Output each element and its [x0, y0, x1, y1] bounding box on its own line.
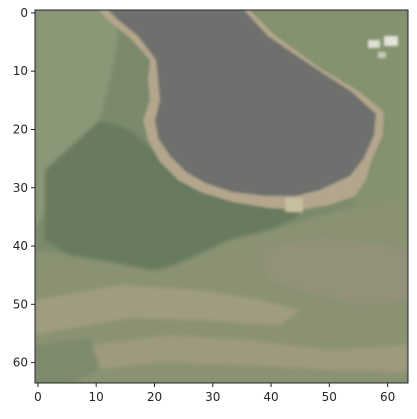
building-2: [384, 36, 398, 46]
building-3: [378, 52, 386, 58]
bright-patch: [285, 198, 303, 212]
building-1: [368, 40, 380, 48]
x-tick-label: 50: [322, 390, 337, 404]
y-axis: 0 10 20 30 40 50 60: [13, 6, 35, 370]
x-tick-label: 30: [205, 390, 220, 404]
x-tick-label: 0: [34, 390, 42, 404]
x-axis: 0 10 20 30 40 50 60: [34, 383, 395, 404]
x-tick-label: 10: [89, 390, 104, 404]
field-dark-lower: [35, 338, 100, 383]
field-tan-streak-2: [90, 335, 408, 372]
y-tick-label: 60: [13, 356, 28, 370]
y-tick-label: 40: [13, 239, 28, 253]
y-tick-label: 20: [13, 122, 28, 136]
field-dark-green: [45, 120, 300, 270]
field-right-upper: [250, 10, 408, 210]
field-tan-streak-1: [35, 285, 300, 335]
satellite-image: [35, 10, 408, 383]
y-tick-label: 0: [20, 6, 28, 20]
y-tick-label: 10: [13, 64, 28, 78]
x-tick-label: 20: [147, 390, 162, 404]
lake-water: [108, 10, 376, 196]
image-frame: [34, 9, 409, 384]
y-tick-label: 50: [13, 297, 28, 311]
field-tan-patch: [260, 238, 408, 305]
x-tick-label: 40: [263, 390, 278, 404]
x-tick-label: 60: [380, 390, 395, 404]
y-tick-label: 30: [13, 181, 28, 195]
